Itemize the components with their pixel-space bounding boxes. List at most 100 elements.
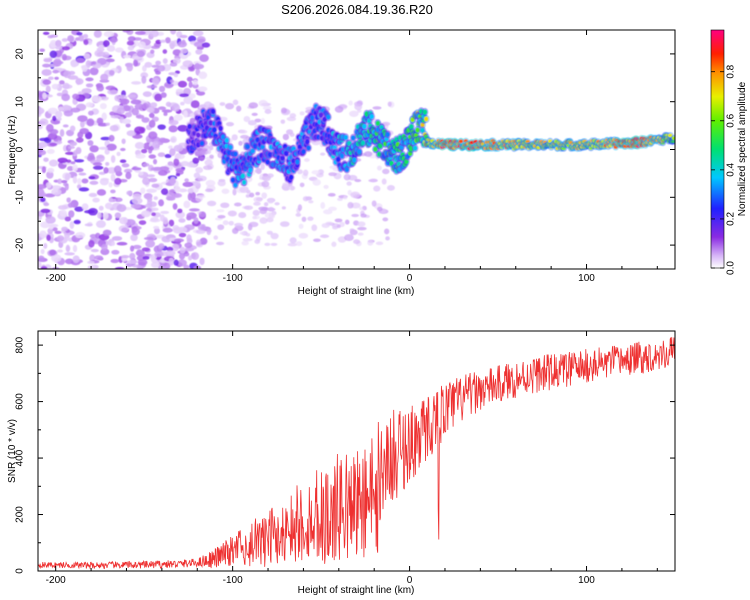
- noise-cell: [172, 57, 181, 64]
- noise-cell: [264, 109, 272, 115]
- noise-cell: [175, 88, 184, 93]
- noise-cell: [203, 101, 213, 109]
- noise-cell: [45, 216, 56, 224]
- noise-cell: [301, 216, 307, 222]
- noise-cell: [126, 40, 135, 46]
- noise-cell: [182, 60, 194, 68]
- noise-cell: [103, 31, 115, 38]
- noise-cell: [57, 205, 68, 210]
- noise-cell: [108, 69, 115, 76]
- noise-cell: [65, 244, 71, 253]
- noise-cell: [353, 239, 361, 245]
- noise-cell: [234, 222, 244, 227]
- noise-cell: [85, 60, 91, 69]
- noise-cell: [52, 115, 57, 122]
- noise-cell: [349, 228, 355, 233]
- noise-cell: [92, 165, 104, 170]
- noise-cell: [313, 238, 321, 243]
- noise-cell: [62, 82, 70, 90]
- noise-cell: [151, 212, 156, 217]
- noise-cell: [51, 83, 60, 90]
- noise-cell: [367, 240, 374, 246]
- snr-x-label: Height of straight line (km): [298, 585, 415, 596]
- noise-cell: [38, 261, 42, 269]
- noise-cell: [76, 184, 82, 189]
- noise-cell: [70, 61, 78, 68]
- noise-cell: [148, 177, 158, 183]
- noise-cell: [216, 209, 225, 213]
- noise-cell: [304, 158, 310, 162]
- ridge-cell: [218, 125, 223, 131]
- ridge-cell: [228, 144, 233, 150]
- noise-cell: [182, 181, 194, 188]
- chart-title: S206.2026.084.19.36.R20: [281, 2, 433, 17]
- noise-cell: [328, 206, 337, 211]
- colorbar-gradient: [711, 30, 724, 268]
- noise-cell: [85, 83, 94, 88]
- noise-cell: [88, 239, 95, 248]
- noise-cell: [195, 239, 202, 247]
- noise-cell: [107, 89, 118, 95]
- noise-cell: [346, 181, 352, 186]
- noise-cell: [146, 188, 157, 193]
- noise-cell: [94, 255, 103, 260]
- noise-cell: [77, 178, 82, 185]
- noise-cell: [73, 150, 78, 157]
- noise-cell: [55, 45, 63, 50]
- noise-cell: [236, 105, 242, 112]
- noise-cell: [199, 237, 208, 245]
- noise-cell: [126, 130, 137, 137]
- noise-cell: [195, 229, 206, 235]
- noise-cell: [266, 230, 273, 235]
- noise-cell: [213, 235, 219, 240]
- noise-cell: [152, 77, 160, 86]
- noise-cell: [311, 170, 321, 175]
- noise-cell: [57, 178, 63, 185]
- noise-cell: [165, 195, 173, 201]
- noise-cell: [81, 65, 88, 72]
- noise-cell: [192, 79, 198, 86]
- noise-cell: [196, 150, 207, 155]
- noise-cell: [376, 206, 383, 212]
- noise-cell: [61, 226, 68, 232]
- noise-cell: [109, 124, 119, 132]
- noise-cell: [48, 226, 54, 230]
- noise-cell: [205, 188, 214, 193]
- noise-cell: [108, 134, 115, 142]
- noise-cell: [61, 46, 71, 51]
- noise-cell: [289, 132, 295, 137]
- noise-cell: [46, 234, 51, 242]
- noise-cell: [154, 251, 164, 257]
- noise-cell: [157, 170, 168, 176]
- noise-cell: [245, 233, 251, 237]
- noise-cell: [155, 60, 161, 66]
- noise-cell: [131, 228, 140, 236]
- noise-cell: [298, 223, 304, 229]
- noise-cell: [282, 182, 289, 188]
- noise-cell: [382, 217, 389, 222]
- noise-cell: [146, 107, 155, 113]
- noise-cell: [197, 223, 206, 231]
- noise-cell: [157, 106, 167, 110]
- noise-cell: [116, 107, 125, 115]
- noise-cell: [67, 75, 79, 80]
- noise-cell: [146, 174, 156, 178]
- noise-cell: [91, 61, 97, 65]
- noise-cell: [162, 58, 168, 64]
- spectrogram-y-tick-label: 0: [15, 146, 26, 152]
- ridge-cell: [230, 177, 236, 183]
- noise-cell: [44, 193, 56, 198]
- noise-cell: [171, 243, 180, 252]
- noise-cell: [299, 111, 305, 116]
- noise-cell: [201, 42, 211, 48]
- noise-cell: [45, 85, 51, 93]
- noise-cell: [150, 216, 159, 222]
- noise-cell: [84, 223, 93, 227]
- noise-cell: [261, 174, 271, 182]
- noise-cell: [163, 111, 168, 116]
- noise-cell: [198, 156, 205, 161]
- ridge-cell: [310, 115, 315, 121]
- noise-cell: [168, 125, 178, 133]
- noise-cell: [217, 215, 226, 219]
- noise-cell: [127, 45, 135, 51]
